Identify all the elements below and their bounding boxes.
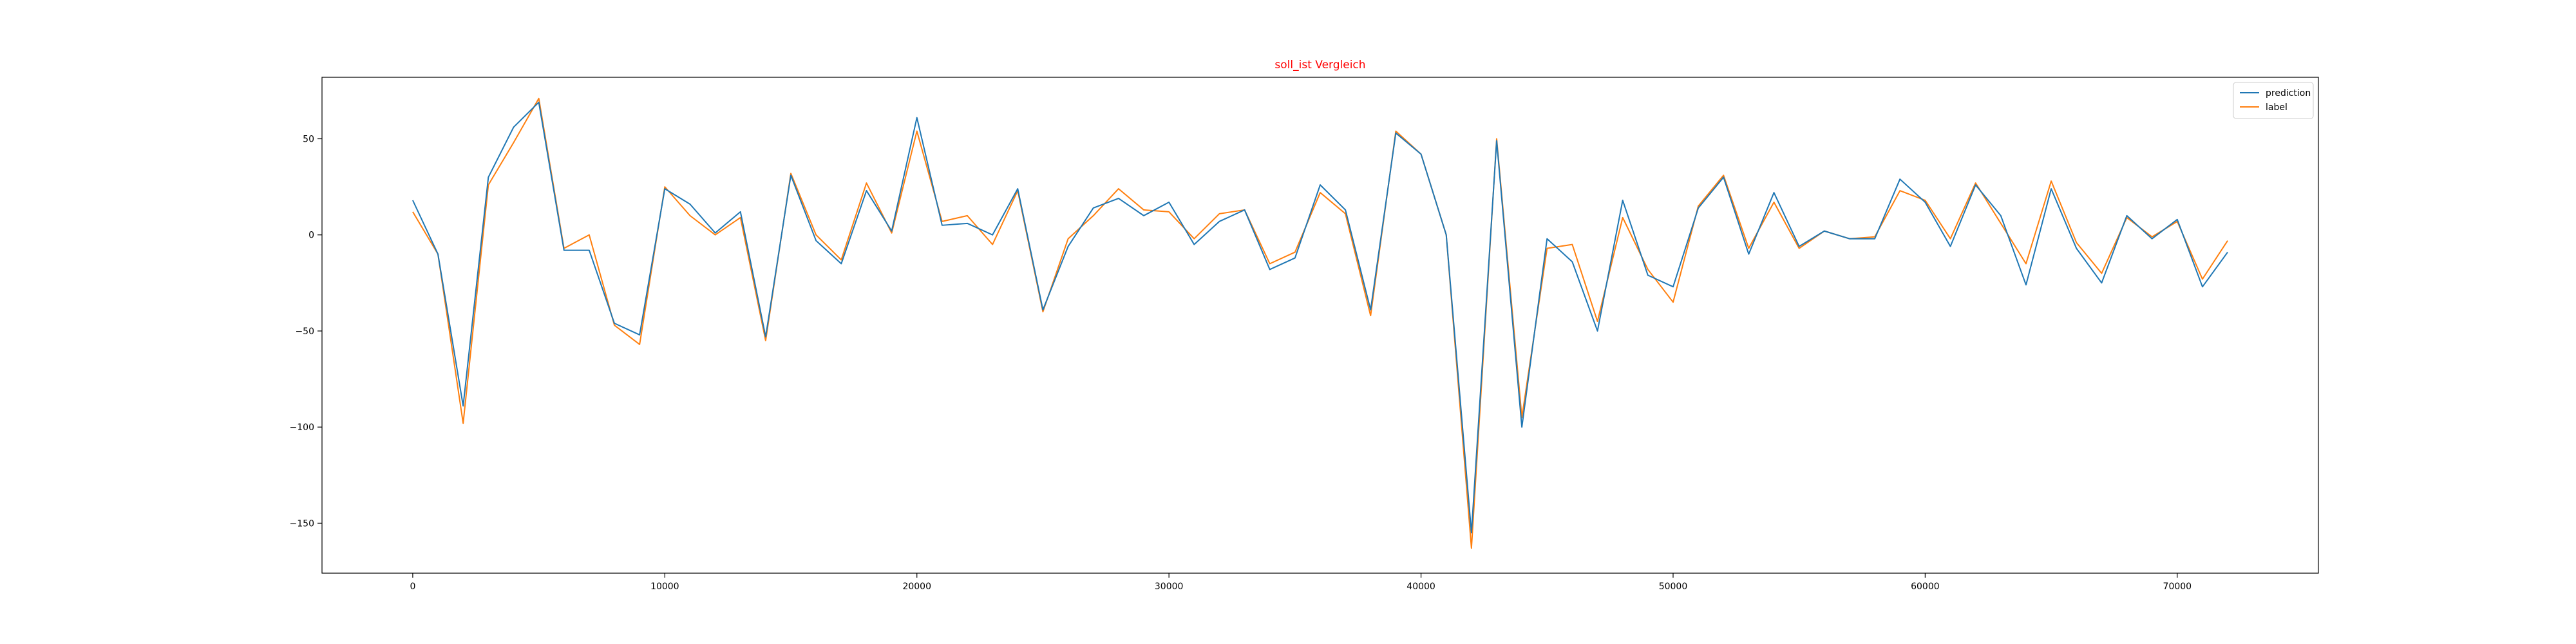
chart-title: soll_ist Vergleich [1274,59,1365,71]
y-tick-label: −150 [290,518,314,529]
x-tick-label: 10000 [650,582,679,592]
y-tick-label: −50 [295,327,314,337]
series-line-prediction [412,101,2228,534]
x-tick-label: 60000 [1911,582,1940,592]
legend-label-label: label [2266,102,2287,113]
x-axis: 0 10000 20000 30000 40000 50000 60000 70000 [410,573,2192,592]
x-tick-label: 40000 [1406,582,1435,592]
y-tick-label: −100 [290,422,314,433]
plot-frame [321,77,2319,574]
legend: prediction label [2233,82,2314,119]
y-tick-label: 0 [308,231,314,241]
y-axis: −150 −100 −50 0 50 [290,135,322,529]
x-tick-label: 30000 [1155,582,1184,592]
x-tick-label: 20000 [902,582,931,592]
x-tick-label: 0 [410,582,415,592]
y-tick-label: 50 [303,135,314,145]
legend-box [2233,82,2314,119]
plot-area [322,77,2318,573]
legend-label-prediction: prediction [2266,88,2311,99]
x-tick-label: 70000 [2163,582,2192,592]
series-line-label [412,97,2228,549]
series-group [412,97,2228,549]
x-tick-label: 50000 [1659,582,1688,592]
